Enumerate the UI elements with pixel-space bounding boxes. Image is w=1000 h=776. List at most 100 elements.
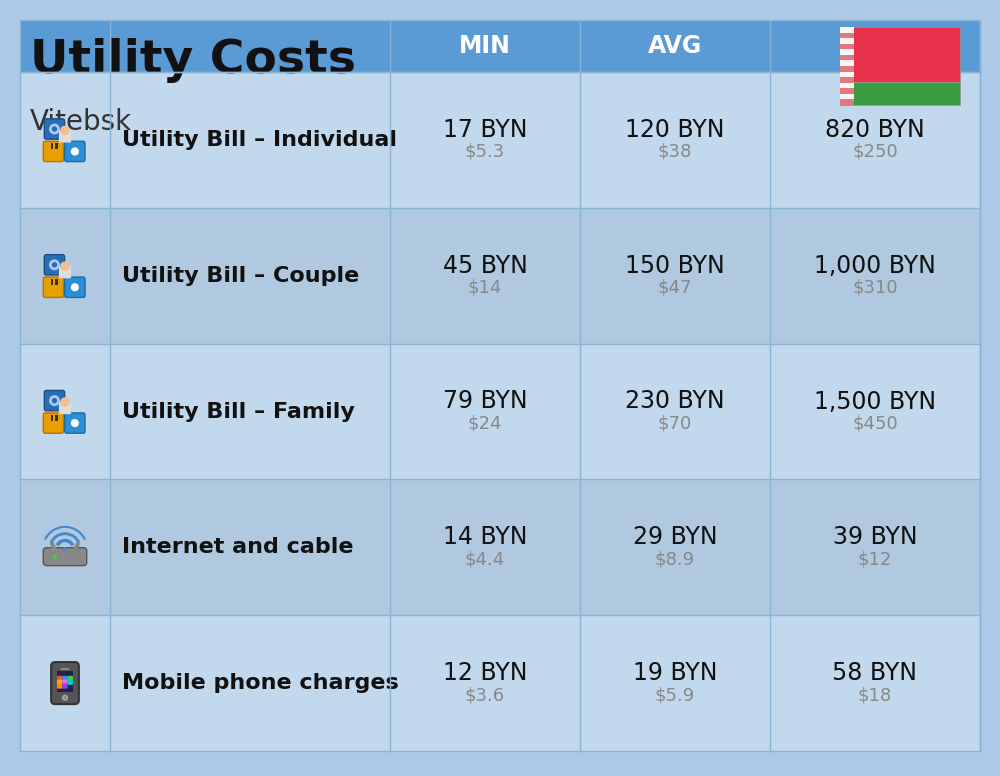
Text: 1,500 BYN: 1,500 BYN [814,390,936,414]
Bar [55,415,58,421]
Circle shape [63,547,67,551]
Bar [840,55,854,61]
Bar [840,27,960,81]
Circle shape [52,398,57,404]
Text: $250: $250 [852,143,898,161]
Circle shape [60,126,70,135]
Circle shape [71,283,79,291]
Bar [20,208,980,344]
Text: $450: $450 [852,414,898,432]
FancyBboxPatch shape [62,684,68,688]
Text: Mobile phone charges: Mobile phone charges [122,673,399,693]
Circle shape [60,397,70,407]
Bar [840,99,854,105]
Text: AVG: AVG [648,34,702,58]
Bar [840,77,854,83]
Bar [20,615,980,751]
FancyBboxPatch shape [43,277,64,297]
Circle shape [49,259,60,270]
Text: Utility Costs: Utility Costs [30,38,356,83]
Bar [840,27,854,105]
Text: $5.9: $5.9 [655,686,695,704]
Text: Internet and cable: Internet and cable [122,537,354,557]
Text: MAX: MAX [845,34,905,58]
Circle shape [60,262,70,271]
Text: 17 BYN: 17 BYN [443,118,527,142]
Text: 19 BYN: 19 BYN [633,661,717,685]
FancyBboxPatch shape [68,676,73,681]
FancyBboxPatch shape [57,676,62,681]
Bar [840,33,854,38]
Text: 230 BYN: 230 BYN [625,390,725,414]
FancyBboxPatch shape [68,680,73,685]
Circle shape [52,262,57,268]
Text: 820 BYN: 820 BYN [825,118,925,142]
Bar [51,415,53,421]
Text: Utility Bill – Individual: Utility Bill – Individual [122,130,397,150]
FancyBboxPatch shape [59,266,71,279]
Bar [840,81,960,105]
Text: $3.6: $3.6 [465,686,505,704]
Text: 79 BYN: 79 BYN [443,390,527,414]
Bar [20,344,980,480]
Text: $24: $24 [468,414,502,432]
Text: 120 BYN: 120 BYN [625,118,725,142]
Text: $70: $70 [658,414,692,432]
Circle shape [71,419,79,427]
Bar [55,279,58,286]
Bar [840,88,854,94]
Bar [20,20,980,72]
Text: 39 BYN: 39 BYN [833,525,917,549]
FancyBboxPatch shape [62,676,68,681]
Bar [55,144,58,150]
FancyBboxPatch shape [65,413,85,433]
FancyBboxPatch shape [57,684,62,688]
Bar [51,144,53,150]
Text: MIN: MIN [459,34,511,58]
FancyBboxPatch shape [44,119,65,139]
Text: 150 BYN: 150 BYN [625,254,725,278]
Text: $18: $18 [858,686,892,704]
FancyBboxPatch shape [65,141,85,161]
Text: 45 BYN: 45 BYN [443,254,527,278]
FancyBboxPatch shape [59,130,71,143]
Bar [61,668,69,670]
Text: Utility Bill – Couple: Utility Bill – Couple [122,265,359,286]
Text: $38: $38 [658,143,692,161]
Circle shape [52,126,57,132]
Text: $5.3: $5.3 [465,143,505,161]
Text: 1,000 BYN: 1,000 BYN [814,254,936,278]
Text: $47: $47 [658,279,692,296]
FancyBboxPatch shape [62,680,68,685]
FancyBboxPatch shape [65,277,85,297]
Circle shape [63,695,67,700]
Text: Utility Bill – Family: Utility Bill – Family [122,401,355,421]
Circle shape [71,147,79,155]
Text: $12: $12 [858,550,892,568]
Circle shape [49,123,60,134]
FancyBboxPatch shape [43,413,64,433]
Text: Vitebsk: Vitebsk [30,108,132,136]
FancyBboxPatch shape [44,390,65,411]
Text: $8.9: $8.9 [655,550,695,568]
Text: 58 BYN: 58 BYN [832,661,918,685]
Text: $14: $14 [468,279,502,296]
FancyBboxPatch shape [44,255,65,275]
Bar [840,66,854,71]
Bar [51,279,53,286]
Circle shape [52,554,57,559]
Bar [57,671,73,692]
Circle shape [49,395,60,406]
Text: $310: $310 [852,279,898,296]
Bar [840,43,854,50]
Bar [20,72,980,208]
FancyBboxPatch shape [51,662,79,704]
FancyBboxPatch shape [43,141,64,161]
Text: 14 BYN: 14 BYN [443,525,527,549]
FancyBboxPatch shape [43,548,87,566]
FancyBboxPatch shape [59,402,71,414]
Bar [20,480,980,615]
Text: 29 BYN: 29 BYN [633,525,717,549]
Text: $4.4: $4.4 [465,550,505,568]
FancyBboxPatch shape [57,680,62,685]
